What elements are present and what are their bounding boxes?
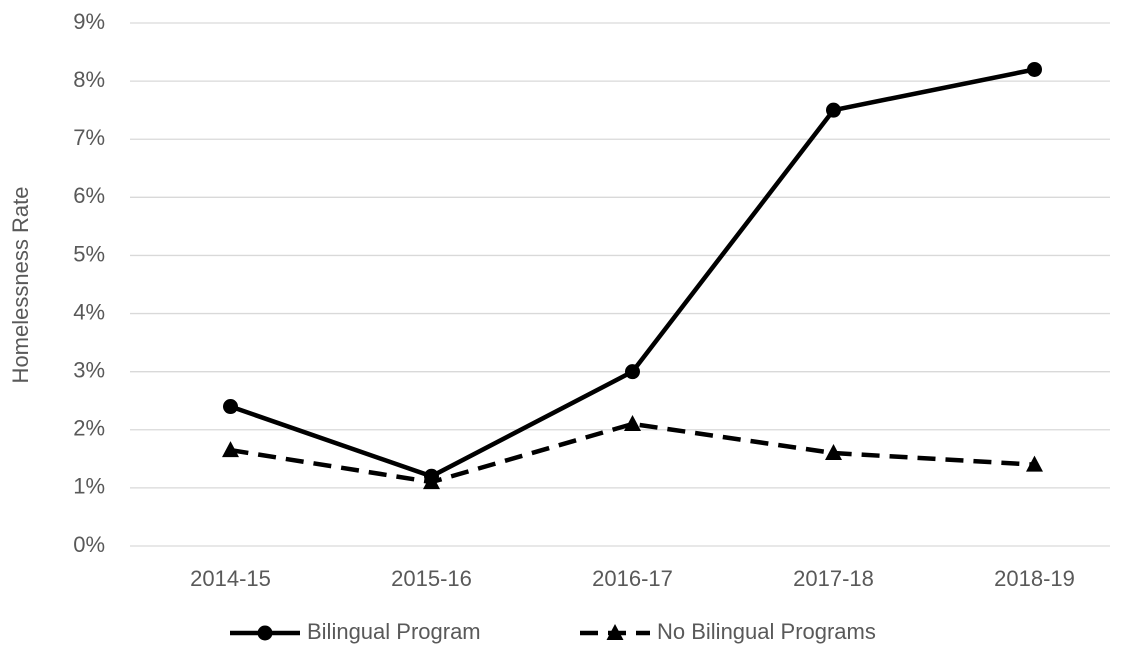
y-tick-label: 7% [73, 125, 105, 150]
marker [624, 414, 641, 431]
marker [826, 102, 841, 118]
y-tick-label: 5% [73, 241, 105, 266]
x-tick-label: 2018-19 [994, 566, 1075, 591]
y-tick-label: 8% [73, 67, 105, 92]
marker [1027, 61, 1042, 77]
y-tick-label: 2% [73, 416, 105, 441]
y-tick-label: 4% [73, 299, 105, 324]
y-tick-label: 9% [73, 9, 105, 34]
marker [257, 625, 273, 641]
marker [423, 473, 440, 490]
x-tick-label: 2016-17 [592, 566, 673, 591]
x-tick-label: 2017-18 [793, 566, 874, 591]
y-tick-label: 6% [73, 183, 105, 208]
marker [1026, 455, 1043, 472]
x-tick-label: 2015-16 [391, 566, 472, 591]
marker [223, 399, 238, 415]
marker [606, 624, 624, 640]
marker [825, 444, 842, 461]
legend-label: No Bilingual Programs [657, 619, 876, 644]
y-tick-label: 3% [73, 357, 105, 382]
y-tick-label: 1% [73, 474, 105, 499]
y-tick-label: 0% [73, 532, 105, 557]
marker [625, 364, 640, 380]
series-line [230, 421, 1035, 485]
y-axis-label: Homelessness Rate [8, 187, 33, 384]
legend-label: Bilingual Program [307, 619, 481, 644]
marker [222, 441, 239, 458]
x-tick-label: 2014-15 [190, 566, 271, 591]
